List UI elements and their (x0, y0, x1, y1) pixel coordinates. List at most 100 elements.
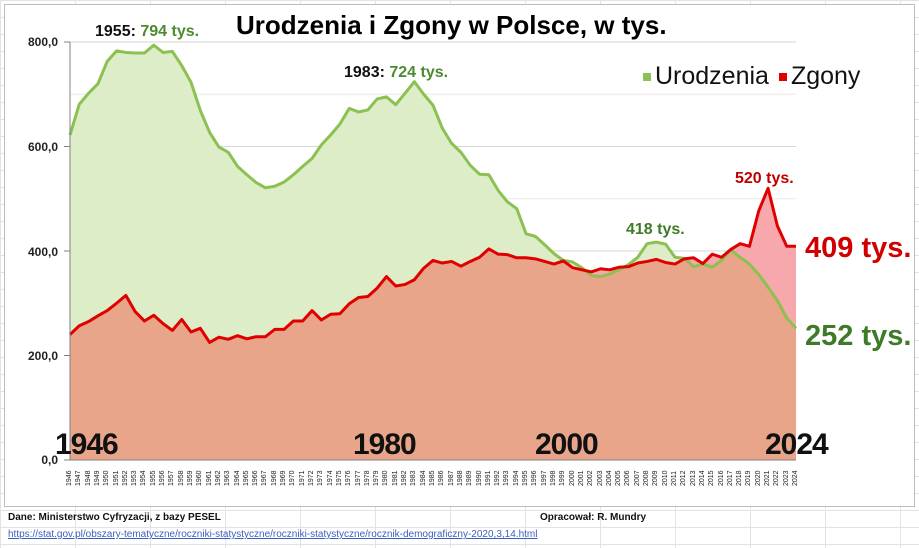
x-tick-label: 2016 (717, 470, 725, 486)
x-tick-label: 1981 (391, 470, 399, 486)
x-tick-label: 2002 (587, 470, 595, 486)
x-tick-label: 1997 (540, 470, 548, 486)
x-tick-label: 1974 (326, 470, 334, 486)
x-tick-label: 1958 (177, 470, 185, 486)
x-tick-label: 1951 (112, 470, 120, 486)
x-tick-label: 1998 (550, 470, 557, 486)
annotation-year: 1983: (344, 64, 385, 81)
x-tick-label: 1947 (75, 470, 83, 486)
x-tick-label: 2009 (652, 470, 660, 486)
x-tick-label: 1977 (354, 470, 362, 486)
x-tick-label: 1984 (419, 470, 427, 486)
x-tick-label: 1988 (456, 470, 464, 486)
x-tick-label: 1971 (298, 470, 306, 486)
x-tick-label: 2004 (605, 470, 613, 486)
source-link[interactable]: https://stat.gov.pl/obszary-tematyczne/r… (8, 529, 538, 540)
x-tick-label: 1989 (466, 470, 474, 486)
x-tick-label: 1956 (159, 470, 167, 486)
x-tick-label: 1949 (93, 470, 101, 486)
x-tick-label: 1948 (84, 470, 92, 486)
x-tick-label: 1999 (559, 470, 567, 486)
annotation-2024-births: 252 tys. (805, 320, 912, 352)
big-year-2000: 2000 (535, 428, 599, 461)
legend-label-deaths: Zgony (790, 62, 861, 90)
x-tick-label: 1996 (531, 470, 539, 486)
x-tick-label: 1960 (196, 470, 204, 486)
big-year-1946: 1946 (55, 428, 119, 461)
x-tick-label: 2001 (577, 470, 585, 486)
x-tick-label: 1963 (224, 470, 232, 486)
annotation-year: 1955: (95, 23, 136, 40)
annotation-value: 724 tys. (389, 64, 449, 81)
x-tick-label: 1982 (401, 470, 409, 486)
legend-swatch-births (643, 72, 651, 81)
x-tick-label: 1978 (363, 470, 371, 486)
x-tick-label: 1985 (429, 470, 436, 486)
x-tick-label: 1980 (382, 470, 390, 486)
x-tick-label: 1965 (242, 470, 250, 486)
annotation-1955: 1955: 794 tys. (95, 23, 199, 41)
x-tick-label: 2018 (736, 470, 744, 486)
annotation-2024-deaths: 409 tys. (805, 232, 912, 264)
x-tick-label: 2008 (643, 470, 651, 486)
annotation-2021-deaths: 520 tys. (735, 170, 794, 187)
x-tick-label: 2003 (596, 470, 604, 486)
x-tick-label: 2024 (792, 470, 799, 486)
x-tick-label: 1993 (503, 470, 511, 486)
y-tick-600: 600,0 (27, 140, 58, 154)
x-tick-label: 2013 (689, 470, 697, 486)
x-tick-label: 2000 (568, 470, 576, 486)
x-tick-label: 1968 (270, 470, 278, 486)
legend-item-deaths: Zgony (778, 62, 861, 91)
x-tick-label: 1966 (252, 470, 260, 486)
x-tick-label: 2007 (633, 470, 641, 486)
x-tick-label: 2017 (726, 470, 734, 486)
x-tick-label: 2023 (782, 470, 790, 486)
annotation-1983: 1983: 724 tys. (344, 64, 448, 82)
big-year-1980: 1980 (353, 428, 417, 461)
x-tick-label: 1994 (512, 470, 520, 486)
x-tick-label: 1967 (261, 470, 269, 486)
x-tick-label: 1991 (484, 470, 492, 486)
x-tick-label: 1990 (475, 470, 483, 486)
x-tick-label: 2015 (708, 470, 716, 486)
x-tick-label: 1952 (121, 470, 129, 486)
data-source: Dane: Ministerstwo Cyfryzacji, z bazy PE… (8, 512, 221, 523)
x-tick-label: 1962 (214, 470, 222, 486)
x-tick-label: 2006 (624, 470, 632, 486)
legend-label-births: Urodzenia (655, 62, 769, 90)
x-tick-label: 1987 (447, 470, 455, 486)
x-tick-label: 1964 (233, 470, 241, 486)
x-tick-label: 2005 (615, 470, 623, 486)
legend: Urodzenia Zgony (643, 62, 870, 91)
author-credit: Opracował: R. Mundry (540, 512, 647, 523)
x-tick-label: 1976 (345, 470, 353, 486)
births-line (68, 43, 798, 330)
legend-item-births: Urodzenia (643, 62, 769, 91)
x-tick-label: 2020 (754, 470, 762, 486)
x-tick-label: 1972 (308, 470, 315, 486)
x-tick-label: 1961 (205, 470, 213, 486)
x-tick-label: 1970 (289, 470, 297, 486)
x-tick-label: 1955 (149, 470, 157, 486)
y-tick-0: 0,0 (41, 453, 58, 467)
x-tick-label: 1957 (168, 470, 176, 486)
x-tick-label: 1986 (438, 470, 446, 486)
y-tick-800: 800,0 (27, 35, 58, 49)
x-tick-label: 2011 (671, 470, 678, 486)
x-tick-label: 1946 (66, 470, 73, 486)
x-tick-label: 1950 (103, 470, 111, 486)
x-tick-label: 2021 (764, 470, 772, 486)
chart-title: Urodzenia i Zgony w Polsce, w tys. (236, 10, 667, 40)
x-tick-label: 2019 (745, 470, 753, 486)
x-tick-label: 2010 (661, 470, 669, 486)
x-tick-label: 1979 (373, 470, 381, 486)
x-tick-label: 2014 (698, 470, 706, 486)
legend-swatch-deaths (778, 72, 787, 81)
x-tick-label: 1983 (410, 470, 418, 486)
annotation-2009-births: 418 tys. (626, 221, 685, 238)
x-tick-label: 1992 (494, 470, 502, 486)
x-tick-label: 1973 (317, 470, 325, 486)
big-year-2024: 2024 (765, 428, 829, 461)
